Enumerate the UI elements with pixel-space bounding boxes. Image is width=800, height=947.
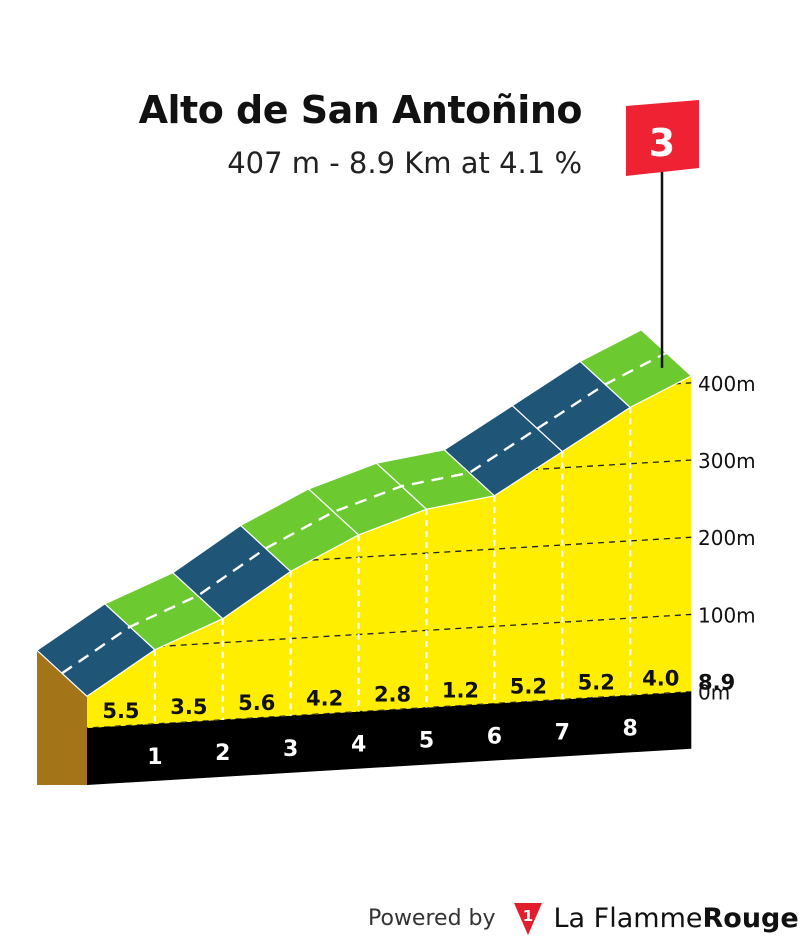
profile-base <box>37 650 692 785</box>
km-label: 2 <box>215 741 230 766</box>
road-ribbon <box>36 329 693 698</box>
flag-banner <box>626 100 699 176</box>
base-slab <box>87 691 692 785</box>
brand-name[interactable]: La FlammeRouge <box>554 903 799 934</box>
km-label: 5 <box>419 729 434 754</box>
km-label: 3 <box>283 737 298 762</box>
ground-side-face <box>37 650 87 785</box>
brand-name-bold: Rouge <box>702 902 799 934</box>
gradient-label: 4.2 <box>306 687 343 711</box>
profile-area <box>87 375 692 728</box>
road-center-line <box>61 351 667 675</box>
km-label: 1 <box>147 745 162 770</box>
km-label: 4 <box>351 733 366 758</box>
gradient-label: 5.6 <box>238 691 275 715</box>
flag-category-label: 3 <box>649 121 675 165</box>
gradient-label: 5.5 <box>102 699 139 723</box>
flamme-rouge-flag-icon: 1 <box>513 903 542 935</box>
climb-title: Alto de San Antoñino <box>138 88 583 132</box>
chart-labels: 5.5 3.5 5.6 4.2 2.8 1.2 5.2 5.2 4.0 1 2 3 4 5 6 7 8 0m 100… <box>102 372 755 770</box>
elevation-profile-chart: 3 5.5 3.5 5.6 4.2 2.8 1.2 5.2 5.2 4.0 1 2 3 4 5 6 7 8 0m 1… <box>36 100 756 785</box>
road-segment <box>579 329 693 409</box>
gradient-label: 3.5 <box>170 695 207 719</box>
gradient-label: 2.8 <box>374 683 411 707</box>
distance-end-label: 8.9 <box>698 671 735 695</box>
flag-logo-text: 1 <box>522 907 532 925</box>
km-label: 6 <box>487 725 502 750</box>
km-label: 8 <box>623 716 638 741</box>
y-tick-label: 0m <box>698 681 730 705</box>
gradient-label: 5.2 <box>510 674 547 698</box>
footer: Powered by 1 La FlammeRouge <box>368 898 799 938</box>
y-tick-label: 400m <box>698 372 756 396</box>
gradient-label: 5.2 <box>578 670 615 694</box>
brand-name-light: La Flamme <box>553 902 703 934</box>
profile-fill <box>87 375 692 728</box>
climb-subtitle: 407 m - 8.9 Km at 4.1 % <box>227 146 582 180</box>
powered-by-text: Powered by <box>368 905 496 931</box>
km-label: 7 <box>555 720 570 745</box>
y-tick-label: 100m <box>698 603 756 627</box>
gradient-label: 4.0 <box>642 667 679 691</box>
y-tick-label: 200m <box>698 526 756 550</box>
gradient-label: 1.2 <box>442 679 479 703</box>
y-tick-label: 300m <box>698 449 756 473</box>
category-flag: 3 <box>626 100 699 368</box>
